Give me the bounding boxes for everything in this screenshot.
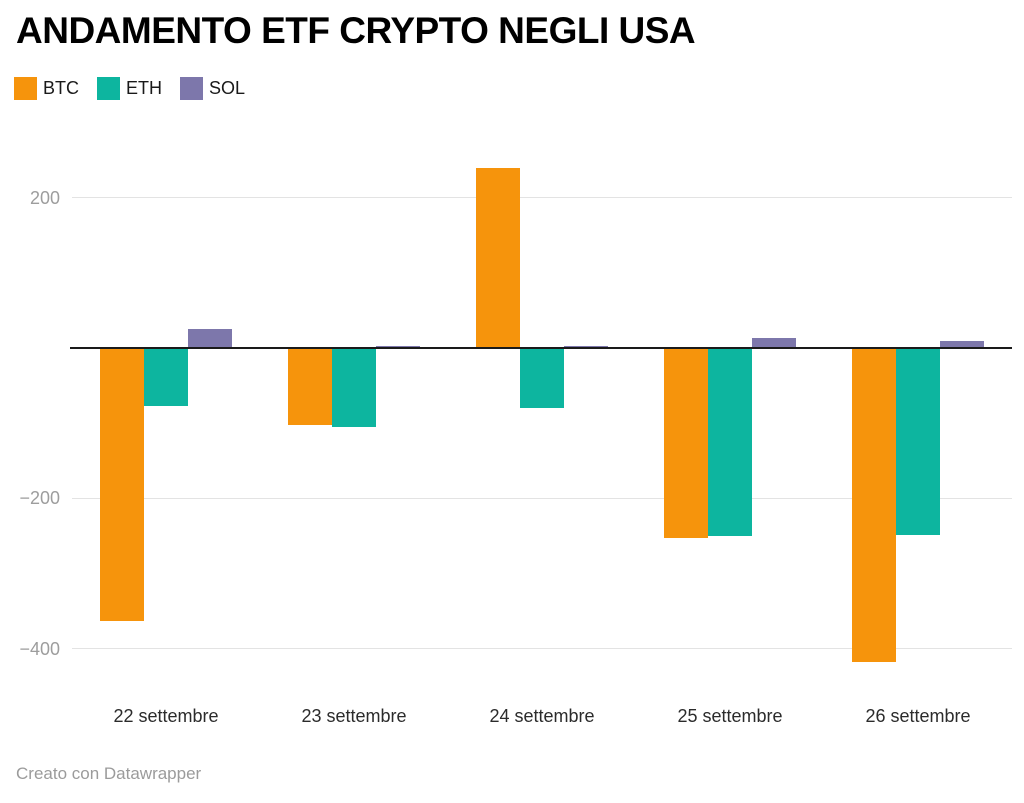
bar-btc-0	[100, 348, 144, 621]
legend-label-sol: SOL	[209, 78, 246, 98]
bar-eth-0	[144, 348, 188, 406]
chart-title: ANDAMENTO ETF CRYPTO NEGLI USA	[16, 10, 696, 51]
legend: BTC ETH SOL	[14, 77, 245, 100]
zero-axis-line	[70, 347, 1012, 349]
x-axis-label: 24 settembre	[489, 706, 595, 726]
bar-eth-4	[896, 348, 940, 536]
gridline	[72, 648, 1012, 650]
y-axis-tick-label: −400	[19, 638, 60, 659]
x-axis-label: 26 settembre	[865, 706, 971, 726]
x-axis-label: 23 settembre	[301, 706, 407, 726]
bar-sol-0	[188, 328, 232, 349]
y-axis-tick-label: 200	[29, 187, 60, 208]
btc-color-swatch	[14, 77, 37, 100]
bar-btc-1	[288, 348, 332, 426]
x-axis-label: 22 settembre	[113, 706, 219, 726]
bar-eth-3	[708, 348, 752, 536]
legend-label-eth: ETH	[126, 78, 162, 98]
y-axis-tick-label: −200	[19, 488, 60, 509]
eth-color-swatch	[97, 77, 120, 100]
bar-eth-2	[520, 348, 564, 409]
gridline	[72, 197, 1012, 199]
bar-sol-3	[752, 337, 796, 349]
bar-eth-1	[332, 348, 376, 427]
legend-item-sol: SOL	[180, 77, 245, 100]
legend-label-btc: BTC	[43, 78, 79, 98]
bar-btc-3	[664, 348, 708, 539]
sol-color-swatch	[180, 77, 203, 100]
legend-item-eth: ETH	[97, 77, 162, 100]
gridline	[72, 497, 1012, 499]
legend-item-btc: BTC	[14, 77, 79, 100]
bar-btc-4	[852, 348, 896, 663]
x-axis-label: 25 settembre	[677, 706, 783, 726]
attribution-footer: Creato con Datawrapper	[16, 764, 202, 783]
bar-btc-2	[476, 167, 520, 349]
bar-sol-4	[940, 341, 984, 349]
